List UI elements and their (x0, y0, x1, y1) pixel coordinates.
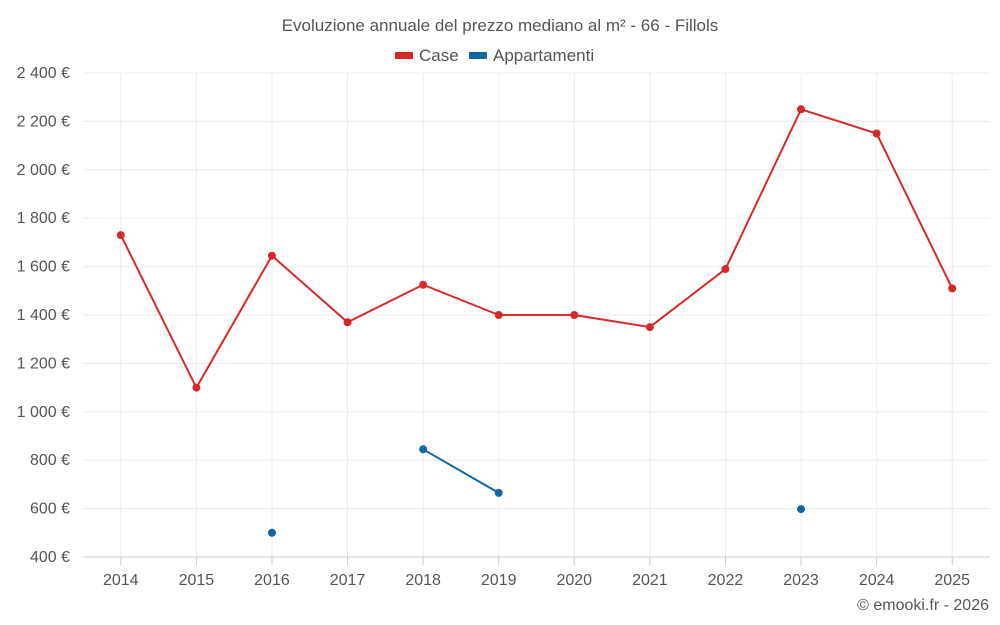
y-tick-label: 600 € (30, 501, 70, 518)
y-tick-label: 1 200 € (17, 355, 70, 372)
legend: Case Appartamenti (395, 46, 594, 65)
x-tick-label: 2017 (330, 572, 366, 589)
credit-text: © emooki.fr - 2026 (857, 597, 989, 614)
y-tick-label: 1 400 € (17, 307, 70, 324)
data-point[interactable] (267, 251, 276, 260)
x-tick-label: 2020 (556, 572, 592, 589)
y-tick-label: 1 600 € (17, 259, 70, 276)
x-tick-label: 2022 (708, 572, 744, 589)
y-tick-label: 400 € (30, 549, 70, 566)
x-tick-label: 2015 (179, 572, 215, 589)
data-point[interactable] (948, 284, 957, 293)
series-case (116, 105, 957, 392)
plot-area (116, 105, 957, 537)
legend-label-appartamenti: Appartamenti (493, 46, 594, 65)
data-point[interactable] (419, 445, 428, 454)
axes: 400 € 600 € 800 € 1 000 € 1 200 € 1 400 € 1 60… (17, 65, 990, 589)
data-point[interactable] (419, 280, 428, 289)
legend-item-appartamenti[interactable]: Appartamenti (469, 46, 594, 65)
data-point[interactable] (797, 105, 806, 114)
x-tick-label: 2016 (254, 572, 290, 589)
legend-swatch-appartamenti (469, 52, 487, 59)
data-point[interactable] (267, 528, 276, 537)
y-tick-label: 1 800 € (17, 210, 70, 227)
y-tick-label: 800 € (30, 452, 70, 469)
x-tick-label: 2024 (859, 572, 895, 589)
x-tick-label: 2023 (783, 572, 819, 589)
y-tick-label: 2 200 € (17, 113, 70, 130)
grid (83, 72, 990, 557)
data-point[interactable] (872, 129, 881, 138)
y-tick-label: 1 000 € (17, 404, 70, 421)
y-tick-label: 2 400 € (17, 65, 70, 82)
series-appartamenti (267, 445, 806, 537)
legend-label-case: Case (419, 46, 459, 65)
series-line (119, 108, 954, 389)
x-tick-label: 2021 (632, 572, 668, 589)
y-tick-label: 2 000 € (17, 162, 70, 179)
x-tick-label: 2014 (103, 572, 139, 589)
data-point[interactable] (192, 383, 201, 392)
data-point[interactable] (494, 488, 503, 497)
x-tick-label: 2019 (481, 572, 517, 589)
data-point[interactable] (343, 318, 352, 327)
x-tick-label: 2025 (934, 572, 970, 589)
data-point[interactable] (570, 311, 579, 319)
data-point[interactable] (721, 265, 730, 274)
data-point[interactable] (645, 323, 654, 332)
legend-swatch-case (395, 52, 413, 59)
legend-item-case[interactable]: Case (395, 46, 459, 65)
chart-title: Evoluzione annuale del prezzo mediano al… (282, 16, 719, 35)
series-line (422, 448, 500, 494)
x-tick-label: 2018 (405, 572, 441, 589)
data-point[interactable] (494, 311, 503, 319)
data-point[interactable] (116, 231, 125, 240)
data-point[interactable] (797, 505, 806, 514)
